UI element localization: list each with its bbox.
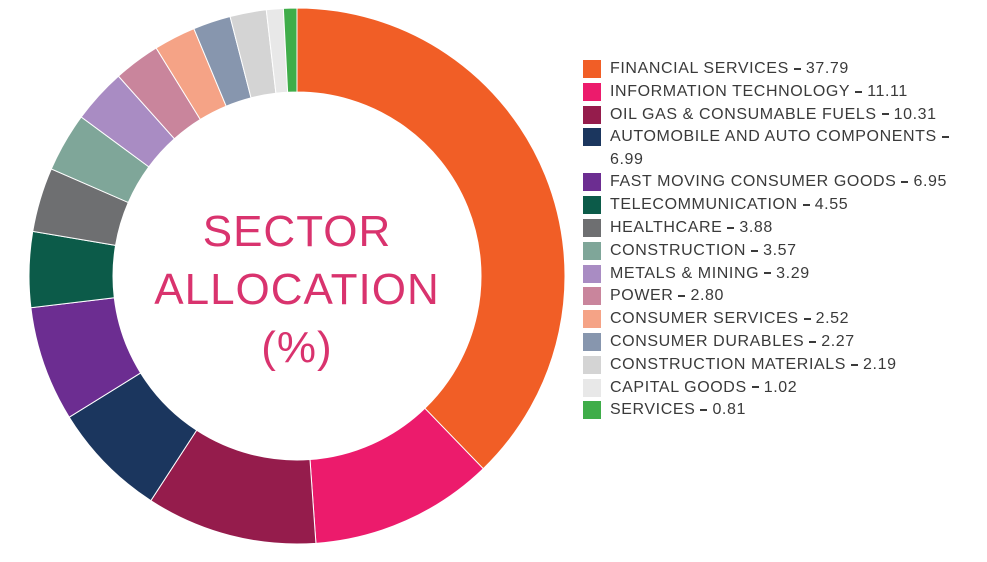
- legend-label: CONSUMER DURABLES: [610, 333, 805, 351]
- legend-swatch: [583, 60, 601, 78]
- legend-label: CONSTRUCTION MATERIALS: [610, 355, 847, 373]
- legend-item: OIL GAS & CONSUMABLE FUELS 10.31: [583, 104, 983, 126]
- legend-swatch: [583, 196, 601, 215]
- legend-value: 2.27: [821, 333, 855, 351]
- legend-swatch: [583, 310, 601, 329]
- legend-dash: [881, 113, 889, 116]
- donut-segment: [282, 7, 298, 93]
- legend-swatch: [583, 401, 601, 420]
- legend-item: CAPITAL GOODS 1.02: [583, 377, 983, 399]
- legend-item: CONSTRUCTION MATERIALS 2.19: [583, 354, 983, 376]
- legend-text: OIL GAS & CONSUMABLE FUELS 10.31: [610, 104, 976, 126]
- legend-text: TELECOMMUNICATION 4.55: [610, 194, 976, 216]
- legend-value: 6.95: [913, 173, 947, 191]
- legend-label: METALS & MINING: [610, 264, 760, 282]
- legend: FINANCIAL SERVICES 37.79 INFORMATION TECHN…: [583, 58, 983, 422]
- legend-dash: [793, 67, 801, 70]
- legend-dash: [901, 181, 909, 184]
- legend-swatch: [583, 128, 601, 147]
- legend-item: INFORMATION TECHNOLOGY 11.11: [583, 81, 983, 103]
- legend-label: SERVICES: [610, 401, 696, 419]
- legend-dash: [727, 226, 735, 229]
- legend-text: POWER 2.80: [610, 285, 976, 307]
- legend-label: AUTOMOBILE AND AUTO COMPONENTS: [610, 128, 937, 146]
- legend-dash: [809, 340, 817, 343]
- legend-text: CAPITAL GOODS 1.02: [610, 377, 976, 399]
- chart-title: SECTOR ALLOCATION (%): [154, 207, 440, 372]
- legend-dash: [700, 409, 708, 412]
- legend-text: METALS & MINING 3.29: [610, 263, 976, 285]
- legend-item: AUTOMOBILE AND AUTO COMPONENTS 6.99: [583, 126, 983, 171]
- legend-item: CONSUMER DURABLES 2.27: [583, 331, 983, 353]
- legend-swatch: [583, 355, 601, 374]
- legend-value: 3.88: [739, 219, 773, 237]
- legend-text: CONSTRUCTION 3.57: [610, 240, 976, 262]
- legend-value: 4.55: [814, 196, 849, 214]
- legend-label: CONSUMER SERVICES: [610, 310, 799, 328]
- legend-swatch: [583, 264, 601, 283]
- legend-dash: [851, 363, 859, 366]
- legend-value: 10.31: [893, 105, 937, 123]
- legend-dash: [751, 386, 759, 389]
- legend-dash: [803, 318, 811, 321]
- legend-item: METALS & MINING 3.29: [583, 263, 983, 285]
- legend-swatch: [583, 82, 601, 101]
- legend-value: 2.80: [690, 287, 724, 305]
- legend-swatch: [583, 105, 601, 124]
- legend-item: TELECOMMUNICATION 4.55: [583, 194, 983, 216]
- legend-swatch: [583, 173, 601, 192]
- legend-swatch: [583, 219, 601, 238]
- legend-value: 3.29: [776, 264, 810, 282]
- legend-text: INFORMATION TECHNOLOGY 11.11: [610, 81, 976, 103]
- legend-text: CONSTRUCTION MATERIALS 2.19: [610, 354, 976, 376]
- legend-dash: [855, 90, 863, 93]
- legend-text: FAST MOVING CONSUMER GOODS 6.95: [610, 171, 976, 193]
- legend-label: CONSTRUCTION: [610, 241, 747, 259]
- legend-swatch: [583, 333, 601, 352]
- legend-dash: [751, 249, 759, 252]
- legend-value: 2.52: [815, 310, 850, 328]
- legend-text: AUTOMOBILE AND AUTO COMPONENTS 6.99: [610, 126, 976, 171]
- legend-label: TELECOMMUNICATION: [610, 196, 798, 214]
- legend-dash: [678, 295, 686, 298]
- legend-label: POWER: [610, 287, 674, 305]
- legend-item: POWER 2.80: [583, 285, 983, 307]
- legend-label: FINANCIAL SERVICES: [610, 60, 789, 77]
- legend-dash: [941, 136, 949, 139]
- legend-value: 6.99: [610, 150, 644, 168]
- legend-value: 2.19: [863, 355, 897, 373]
- legend-text: CONSUMER DURABLES 2.27: [610, 331, 976, 353]
- legend-item: FAST MOVING CONSUMER GOODS 6.95: [583, 171, 983, 193]
- legend-value: 0.81: [712, 401, 746, 419]
- legend-text: CONSUMER SERVICES 2.52: [610, 308, 976, 330]
- legend-value: 3.57: [763, 241, 797, 259]
- donut-segment: [296, 7, 566, 470]
- legend-dash: [764, 272, 772, 275]
- legend-swatch: [583, 287, 601, 306]
- legend-label: INFORMATION TECHNOLOGY: [610, 82, 851, 100]
- legend-swatch: [583, 378, 601, 397]
- legend-item: SERVICES 0.81: [583, 399, 983, 421]
- legend-text: FINANCIAL SERVICES 37.79: [610, 58, 976, 80]
- legend-value: 1.02: [763, 378, 798, 396]
- legend-value: 11.11: [867, 82, 908, 100]
- legend-label: FAST MOVING CONSUMER GOODS: [610, 173, 897, 191]
- legend-swatch: [583, 241, 601, 260]
- legend-label: HEALTHCARE: [610, 219, 723, 237]
- legend-item: HEALTHCARE 3.88: [583, 217, 983, 239]
- donut-chart: [28, 7, 566, 545]
- legend-value: 37.79: [805, 60, 849, 77]
- legend-label: OIL GAS & CONSUMABLE FUELS: [610, 105, 877, 123]
- legend-item: FINANCIAL SERVICES 37.79: [583, 58, 983, 80]
- legend-dash: [802, 204, 810, 207]
- legend-item: CONSTRUCTION 3.57: [583, 240, 983, 262]
- legend-text: HEALTHCARE 3.88: [610, 217, 976, 239]
- legend-label: CAPITAL GOODS: [610, 378, 747, 396]
- legend-item: CONSUMER SERVICES 2.52: [583, 308, 983, 330]
- legend-text: SERVICES 0.81: [610, 399, 976, 421]
